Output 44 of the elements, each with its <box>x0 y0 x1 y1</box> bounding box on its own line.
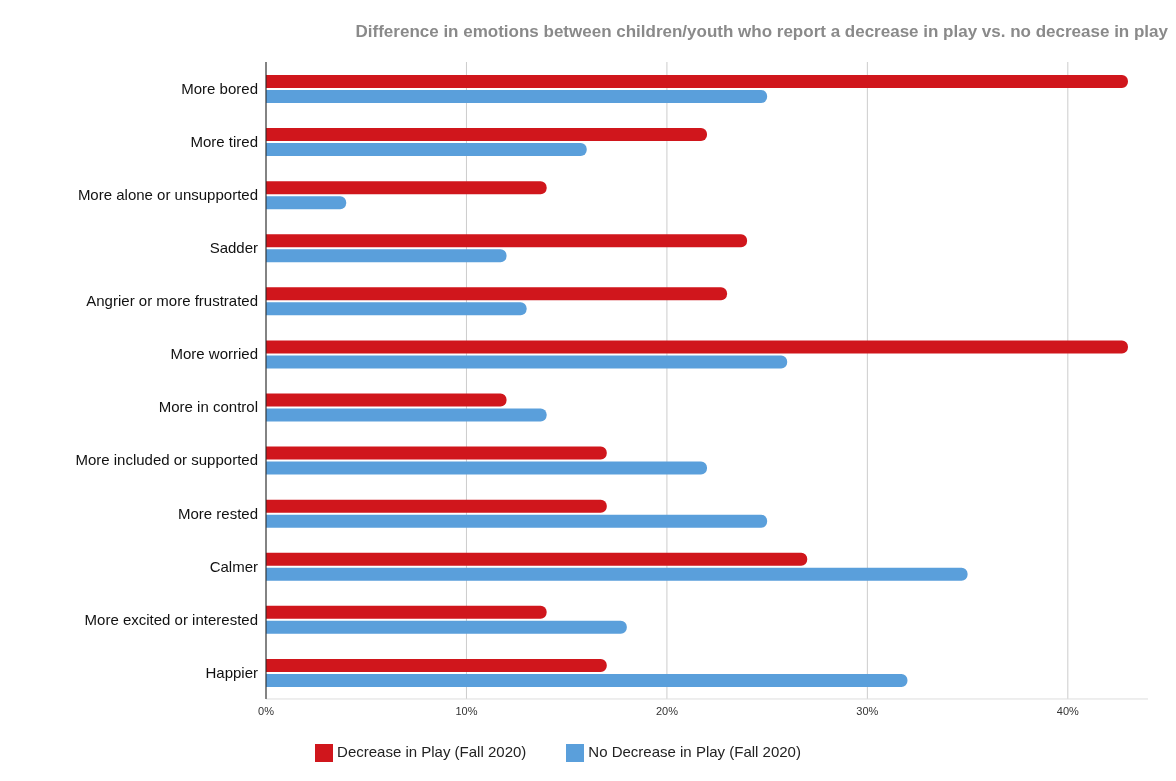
y-tick-label: More bored <box>181 79 258 97</box>
bar <box>266 658 607 672</box>
y-tick-label: More in control <box>158 398 258 416</box>
bar <box>266 302 527 316</box>
chart-title: Difference in emotions between children/youth who report a decrease in play vs. no decrease in play <box>354 21 1168 42</box>
y-tick-label: Calmer <box>209 557 258 575</box>
bar <box>266 552 808 566</box>
x-tick-label: 40% <box>1056 704 1080 717</box>
y-tick-label: More excited or interested <box>84 610 258 628</box>
y-tick-label: More included or supported <box>75 451 258 469</box>
bar <box>266 499 607 513</box>
bar <box>266 355 788 369</box>
bar <box>266 393 507 407</box>
bar <box>266 143 587 157</box>
x-tick-label: 20% <box>655 704 679 717</box>
legend-label: No Decrease in Play (Fall 2020) <box>588 742 801 760</box>
bar <box>266 287 728 301</box>
bar <box>266 75 1128 88</box>
y-tick-label: Sadder <box>209 239 258 257</box>
y-tick-label: More tired <box>190 132 258 150</box>
bar <box>266 673 908 687</box>
x-tick-label: 30% <box>856 704 879 717</box>
bar <box>266 90 768 103</box>
y-tick-label: More worried <box>170 345 258 363</box>
y-tick-label: Happier <box>205 663 258 681</box>
y-tick-label: More rested <box>177 504 258 522</box>
bar <box>266 234 748 248</box>
bar <box>266 620 627 634</box>
bar <box>266 181 547 195</box>
bar <box>266 446 607 460</box>
bar <box>266 461 707 475</box>
bar <box>266 605 547 619</box>
bar <box>266 196 347 210</box>
x-tick-label: 0% <box>258 704 275 717</box>
legend-label: Decrease in Play (Fall 2020) <box>337 742 527 760</box>
bar <box>266 408 547 422</box>
bar <box>266 340 1128 354</box>
y-tick-label: More alone or unsupported <box>77 186 258 204</box>
bar <box>266 567 968 581</box>
bar <box>266 249 507 263</box>
bar <box>266 128 707 142</box>
bar <box>266 514 768 528</box>
y-tick-label: Angrier or more frustrated <box>86 292 258 310</box>
x-tick-label: 10% <box>455 704 478 717</box>
